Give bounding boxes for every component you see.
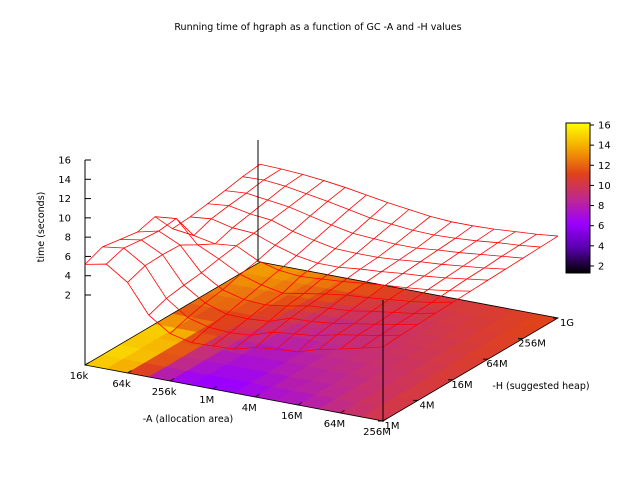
y-tick-label: 1M: [385, 421, 400, 432]
y-tick-label: 64M: [486, 359, 507, 370]
x-tick-label: 16k: [70, 371, 89, 382]
mesh-line: [297, 225, 474, 353]
z-tick-label: 10: [58, 213, 71, 224]
mesh-line: [84, 163, 261, 265]
mesh-line: [207, 203, 506, 270]
y-tick-label: 256M: [518, 339, 546, 350]
mesh-line: [242, 176, 541, 248]
z-axis-ticks: 2 4 6 8 10 12 14 16: [58, 156, 91, 302]
mesh-line: [233, 209, 410, 350]
mesh-line: [127, 174, 303, 283]
color-box-gradient: [565, 122, 591, 274]
z-tick-label: 12: [58, 194, 71, 205]
colorbox-tick-label: 14: [598, 141, 611, 152]
x-tick: [169, 378, 175, 382]
y-tick-label: 4M: [420, 400, 435, 411]
x-tick: [382, 418, 388, 422]
x-tick: [84, 362, 90, 366]
x-tick: [127, 370, 132, 374]
colorbox-tick-label: 12: [598, 161, 611, 172]
x-axis-ticks: 16k 64k 256k 1M 4M 16M 64M 256M: [70, 362, 391, 438]
x-tick-label: 4M: [242, 403, 257, 414]
mesh-line: [106, 168, 282, 265]
z-tick-label: 8: [65, 233, 71, 244]
y-axis-ticks: 1M 4M 16M 64M 256M 1G: [378, 317, 574, 432]
mesh-line: [276, 221, 452, 350]
chart-title: Running time of hgraph as a function of …: [174, 22, 461, 33]
color-box-ticks: 2 4 6 8 10 12 14 16: [590, 121, 611, 272]
y-axis-label: -H (suggested heap): [492, 381, 589, 392]
colorbox-tick-label: 6: [598, 221, 604, 232]
color-box: 2 4 6 8 10 12 14 16: [565, 121, 611, 274]
y-tick-label: 1G: [560, 318, 574, 329]
colorbox-tick-label: 2: [598, 261, 604, 272]
mesh-line: [318, 228, 495, 350]
x-tick: [340, 410, 345, 414]
x-tick: [297, 402, 303, 406]
mesh-line: [255, 216, 431, 348]
x-tick-label: 64M: [324, 419, 345, 430]
colorbox-tick-label: 4: [598, 241, 604, 252]
x-tick-label: 1M: [199, 395, 214, 406]
mesh-line: [361, 233, 537, 349]
surface-mesh: [84, 163, 559, 353]
mesh-line: [148, 180, 325, 316]
x-tick-label: 16M: [281, 411, 302, 422]
mesh-line: [224, 190, 524, 259]
z-tick-label: 2: [65, 291, 71, 302]
mesh-line: [340, 231, 516, 350]
x-tick: [255, 394, 260, 398]
y-tick-label: 16M: [451, 380, 472, 391]
mesh-line: [212, 202, 388, 347]
mesh-line: [191, 194, 367, 343]
z-tick-label: 14: [58, 175, 71, 186]
colorbox-tick-label: 10: [598, 181, 611, 192]
color-map-plane: [83, 261, 560, 422]
mesh-line: [382, 235, 559, 348]
z-tick-label: 16: [58, 156, 71, 167]
z-tick-label: 6: [65, 252, 71, 263]
x-tick-label: 256k: [152, 387, 177, 398]
colorbox-tick-label: 16: [598, 121, 611, 132]
z-axis-label: time (seconds): [36, 192, 47, 263]
x-tick-label: 64k: [112, 379, 131, 390]
x-tick: [212, 386, 217, 390]
x-tick-label: 256M: [363, 427, 391, 438]
x-axis-label: -A (allocation area): [143, 414, 234, 425]
z-tick-label: 4: [65, 271, 71, 282]
colorbox-tick-label: 8: [598, 201, 604, 212]
mesh-line: [259, 163, 559, 237]
